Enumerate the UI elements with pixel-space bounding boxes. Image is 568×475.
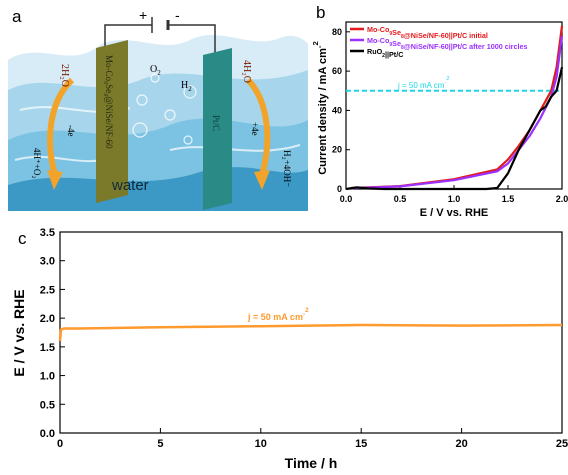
panel-b-chart: 0.0 0.5 1.0 1.5 2.0 0 20 40 60 80 j = 50 mA cm-2 Mo… — [311, 21, 568, 219]
panel-a-illustration: + - Mo-Co₉Se₈@NiSe/NF-60 Pt/C O2 H2 wate… — [8, 6, 308, 212]
y-axis-label: E / V vs. RHE — [11, 289, 27, 376]
right-product: H₂+4OH⁻ — [282, 150, 292, 187]
y-tick-label: 0 — [337, 184, 342, 194]
right-electrode-label: Pt/C — [211, 115, 221, 131]
x-tick-label: 10 — [255, 438, 267, 450]
minus-sign: - — [175, 7, 180, 23]
left-reaction-arrow — [47, 77, 75, 176]
y-tick-label: 3.0 — [40, 256, 55, 268]
right-top-molecule: 4H₂O — [241, 60, 252, 83]
legend-label: Mo-Co9Se8@NiSe/NF-60||Pt/C after 1000 ci… — [367, 36, 527, 51]
left-product: 4H⁺+O₂ — [32, 148, 42, 178]
x-tick-label: 0 — [57, 438, 63, 450]
x-tick-label: 5 — [157, 438, 163, 450]
reference-label: j = 50 mA cm-2 — [397, 76, 449, 90]
series-line — [345, 66, 564, 191]
left-arrow-head — [47, 170, 63, 190]
y-tick-label: 60 — [332, 66, 342, 76]
o2-label: O2 — [150, 64, 161, 77]
x-axis-label: E / V vs. RHE — [420, 207, 488, 219]
x-tick-label: 1.5 — [502, 194, 515, 204]
x-tick-label: 15 — [355, 438, 367, 450]
y-tick-label: 20 — [332, 145, 342, 155]
y-tick-label: 2.5 — [40, 284, 55, 296]
circuit-wire — [104, 24, 216, 58]
left-electrode-plate — [96, 40, 128, 203]
panel-c-letter: c — [18, 229, 27, 248]
y-tick-label: 1.5 — [40, 342, 55, 354]
right-electrode-plate — [203, 48, 232, 210]
left-electrode-label: Mo-Co₉Se₈@NiSe/NF-60 — [104, 55, 114, 149]
x-tick-label: 0.0 — [340, 194, 353, 204]
y-axis-label: Current density / mA cm-2 — [311, 41, 329, 175]
y-tick-label: 3.5 — [40, 227, 55, 239]
left-electron-label: -4e — [66, 125, 76, 137]
right-electron-label: +4e — [250, 122, 260, 136]
y-tick-label: 2.0 — [40, 313, 55, 325]
plot-frame — [59, 231, 563, 434]
right-arrow-head — [254, 170, 270, 190]
panel-c-chart: 0 5 10 15 20 25 0.0 0.5 1.0 1.5 2.0 2.5 3.0 3.5 j = 50… — [11, 227, 568, 471]
water-layer-dark — [8, 167, 308, 211]
y-tick-label: 0.0 — [40, 428, 55, 440]
h2-label: H2 — [181, 80, 192, 93]
x-tick-label: 2.0 — [556, 194, 568, 204]
legend-label: RuO2||Pt/C — [367, 47, 403, 59]
water-label: water — [111, 177, 149, 194]
plus-sign: + — [139, 7, 147, 23]
y-tick-label: 0.5 — [40, 399, 55, 411]
panel-a-letter: a — [12, 7, 22, 26]
y-tick-label: 1.0 — [40, 371, 55, 383]
y-tick-label: 40 — [332, 105, 342, 115]
x-axis-label: Time / h — [285, 455, 338, 471]
panel-b-letter: b — [316, 3, 325, 22]
left-top-molecule: 2H₂O — [59, 64, 70, 87]
x-tick-label: 25 — [556, 438, 568, 450]
series-line — [58, 323, 563, 342]
x-tick-label: 20 — [455, 438, 467, 450]
annotation-label: j = 50 mA cm-2 — [247, 307, 309, 322]
x-tick-label: 0.5 — [394, 194, 407, 204]
x-tick-label: 1.0 — [448, 194, 461, 204]
y-tick-label: 80 — [332, 27, 342, 37]
legend-label: Mo-Co9Se8@NiSe/NF-60||Pt/C initial — [367, 25, 488, 40]
gas-bubbles — [132, 73, 197, 145]
right-reaction-arrow — [245, 77, 271, 176]
